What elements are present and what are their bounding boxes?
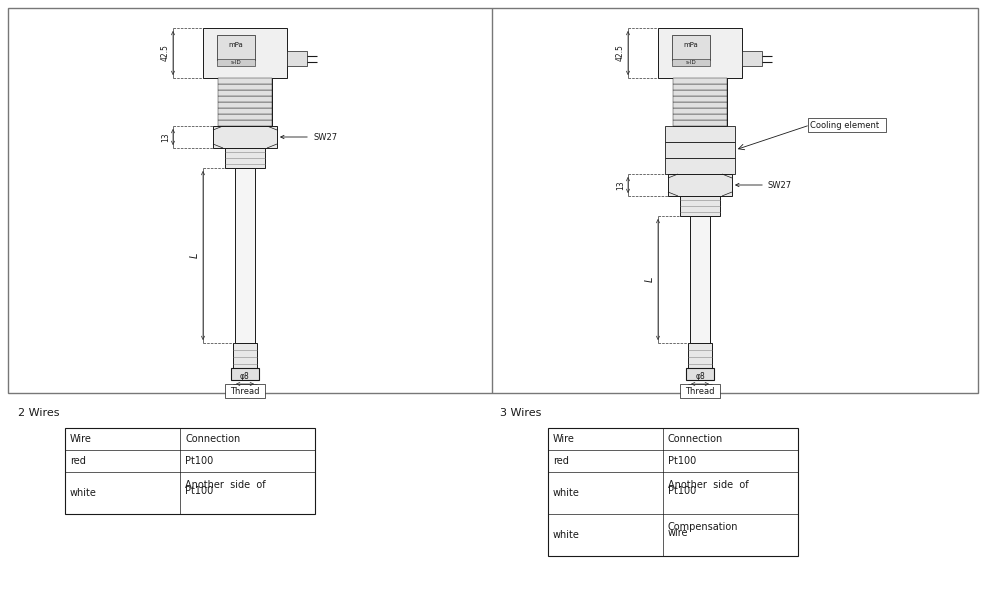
Bar (680, 196, 720, 216)
Bar (673, 114, 727, 120)
Bar (218, 102, 272, 108)
Bar (548, 428, 798, 556)
Bar (231, 368, 259, 380)
Text: Cooling element: Cooling element (810, 120, 880, 130)
Bar (673, 78, 727, 126)
Text: white: white (70, 488, 97, 498)
Bar (218, 120, 272, 126)
Text: 3 Wires: 3 Wires (500, 408, 542, 418)
Bar (673, 108, 727, 114)
Text: L: L (645, 277, 655, 282)
Text: L: L (190, 253, 200, 258)
Bar (673, 96, 727, 102)
Bar (673, 90, 727, 96)
Text: wire: wire (668, 528, 689, 538)
Text: white: white (553, 530, 580, 540)
Text: SW27: SW27 (313, 133, 337, 142)
Bar (218, 114, 272, 120)
Text: Wire: Wire (70, 434, 92, 444)
Text: 42.5: 42.5 (616, 44, 625, 61)
Bar (742, 51, 762, 66)
Bar (217, 59, 255, 66)
Bar (287, 51, 307, 66)
Bar (203, 28, 287, 78)
Bar (218, 84, 272, 90)
Bar (672, 35, 710, 60)
Bar (213, 126, 277, 148)
Bar (218, 78, 272, 126)
Text: Another  side  of: Another side of (185, 480, 266, 489)
Bar (233, 343, 257, 368)
Text: red: red (70, 456, 86, 466)
Text: Wire: Wire (553, 434, 575, 444)
Text: Connection: Connection (668, 434, 723, 444)
Bar (665, 126, 735, 142)
Text: SW27: SW27 (768, 181, 792, 190)
Text: Pt100: Pt100 (185, 486, 213, 496)
Text: Pt100: Pt100 (668, 486, 696, 496)
Bar (8, 8, 978, 393)
Text: white: white (553, 488, 580, 498)
Bar (658, 28, 742, 78)
Bar (218, 96, 272, 102)
Text: Thread: Thread (230, 387, 260, 395)
Bar (688, 343, 712, 368)
Text: Pt100: Pt100 (185, 456, 213, 466)
Text: 13: 13 (616, 180, 625, 190)
Bar (680, 384, 720, 398)
Bar (235, 168, 255, 343)
Text: Thread: Thread (686, 387, 715, 395)
Bar (225, 384, 265, 398)
Bar (672, 59, 710, 66)
Text: s-ID: s-ID (686, 60, 696, 64)
Text: s-ID: s-ID (230, 60, 241, 64)
Bar (673, 120, 727, 126)
Bar (65, 428, 315, 514)
Text: φ8: φ8 (695, 372, 705, 381)
Bar (217, 35, 255, 60)
Bar (225, 148, 265, 168)
Text: mPa: mPa (229, 42, 243, 48)
Text: red: red (553, 456, 569, 466)
Bar (673, 84, 727, 90)
Bar (218, 90, 272, 96)
Bar (686, 368, 714, 380)
Text: 13: 13 (161, 132, 170, 142)
Text: mPa: mPa (684, 42, 698, 48)
Bar (808, 118, 886, 132)
Bar (690, 216, 710, 343)
Bar (673, 78, 727, 84)
Bar (673, 102, 727, 108)
Bar (668, 174, 732, 196)
Text: Pt100: Pt100 (668, 456, 696, 466)
Text: φ8: φ8 (240, 372, 250, 381)
Bar (665, 158, 735, 174)
Text: Connection: Connection (185, 434, 240, 444)
Text: Compensation: Compensation (668, 522, 739, 531)
Text: Another  side  of: Another side of (668, 480, 749, 489)
Text: 2 Wires: 2 Wires (18, 408, 59, 418)
Bar (218, 108, 272, 114)
Bar (665, 142, 735, 158)
Text: 42.5: 42.5 (161, 44, 170, 61)
Bar (218, 78, 272, 84)
